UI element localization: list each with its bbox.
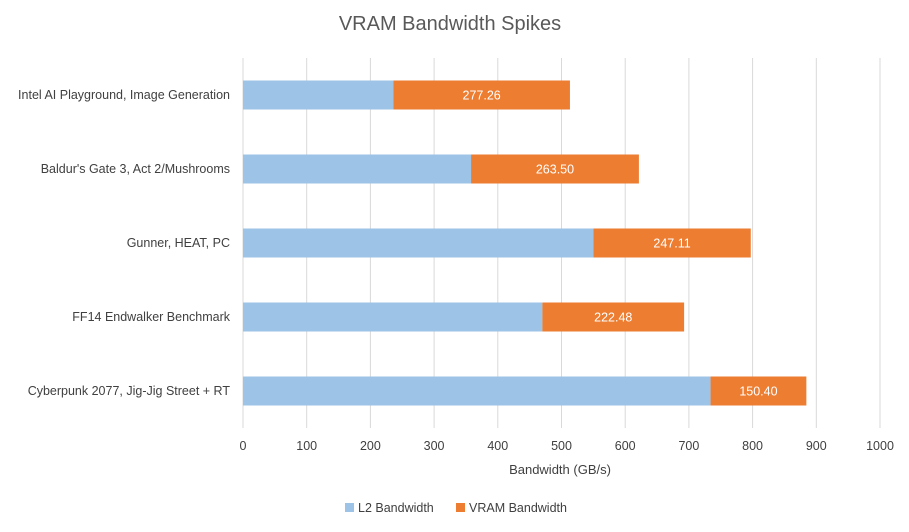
data-label: 222.48 — [594, 311, 632, 325]
data-label: 263.50 — [536, 163, 574, 177]
legend-label: L2 Bandwidth — [358, 501, 434, 515]
x-tick-label: 1000 — [866, 439, 894, 453]
legend: L2 Bandwidth VRAM Bandwidth — [345, 501, 567, 515]
x-tick-label: 500 — [551, 439, 572, 453]
data-label: 277.26 — [463, 89, 501, 103]
category-label: Cyberpunk 2077, Jig-Jig Street + RT — [28, 384, 231, 398]
category-labels: Intel AI Playground, Image Generation Bal… — [18, 88, 231, 398]
x-tick-label: 400 — [487, 439, 508, 453]
bar-segment — [393, 80, 570, 110]
x-tick-labels: 0 100 200 300 400 500 600 700 800 900 1000 — [240, 439, 894, 453]
bars: 277.26 263.50 247.11 222.48 150.40 — [243, 80, 807, 406]
category-label: Baldur's Gate 3, Act 2/Mushrooms — [41, 162, 230, 176]
x-tick-label: 100 — [296, 439, 317, 453]
category-label: Intel AI Playground, Image Generation — [18, 88, 230, 102]
legend-label: VRAM Bandwidth — [469, 501, 567, 515]
legend-swatch — [345, 503, 354, 512]
x-tick-label: 800 — [742, 439, 763, 453]
x-tick-label: 0 — [240, 439, 247, 453]
x-tick-label: 700 — [678, 439, 699, 453]
bar-segment — [710, 376, 807, 406]
data-label: 150.40 — [739, 385, 777, 399]
x-tick-label: 900 — [806, 439, 827, 453]
x-tick-label: 600 — [615, 439, 636, 453]
chart-title: VRAM Bandwidth Spikes — [339, 13, 561, 35]
x-tick-label: 200 — [360, 439, 381, 453]
bar-segment — [593, 228, 751, 258]
legend-swatch — [456, 503, 465, 512]
bar-segment — [243, 302, 543, 332]
bar-segment — [471, 154, 639, 184]
x-tick-label: 300 — [424, 439, 445, 453]
bar-segment — [243, 154, 472, 184]
bar-segment — [243, 228, 594, 258]
x-axis-title: Bandwidth (GB/s) — [509, 462, 611, 477]
bar-segment — [243, 80, 394, 110]
data-label: 247.11 — [653, 237, 690, 251]
bar-segment — [542, 302, 685, 332]
bar-segment — [243, 376, 711, 406]
category-label: Gunner, HEAT, PC — [127, 236, 230, 250]
category-label: FF14 Endwalker Benchmark — [72, 310, 230, 324]
